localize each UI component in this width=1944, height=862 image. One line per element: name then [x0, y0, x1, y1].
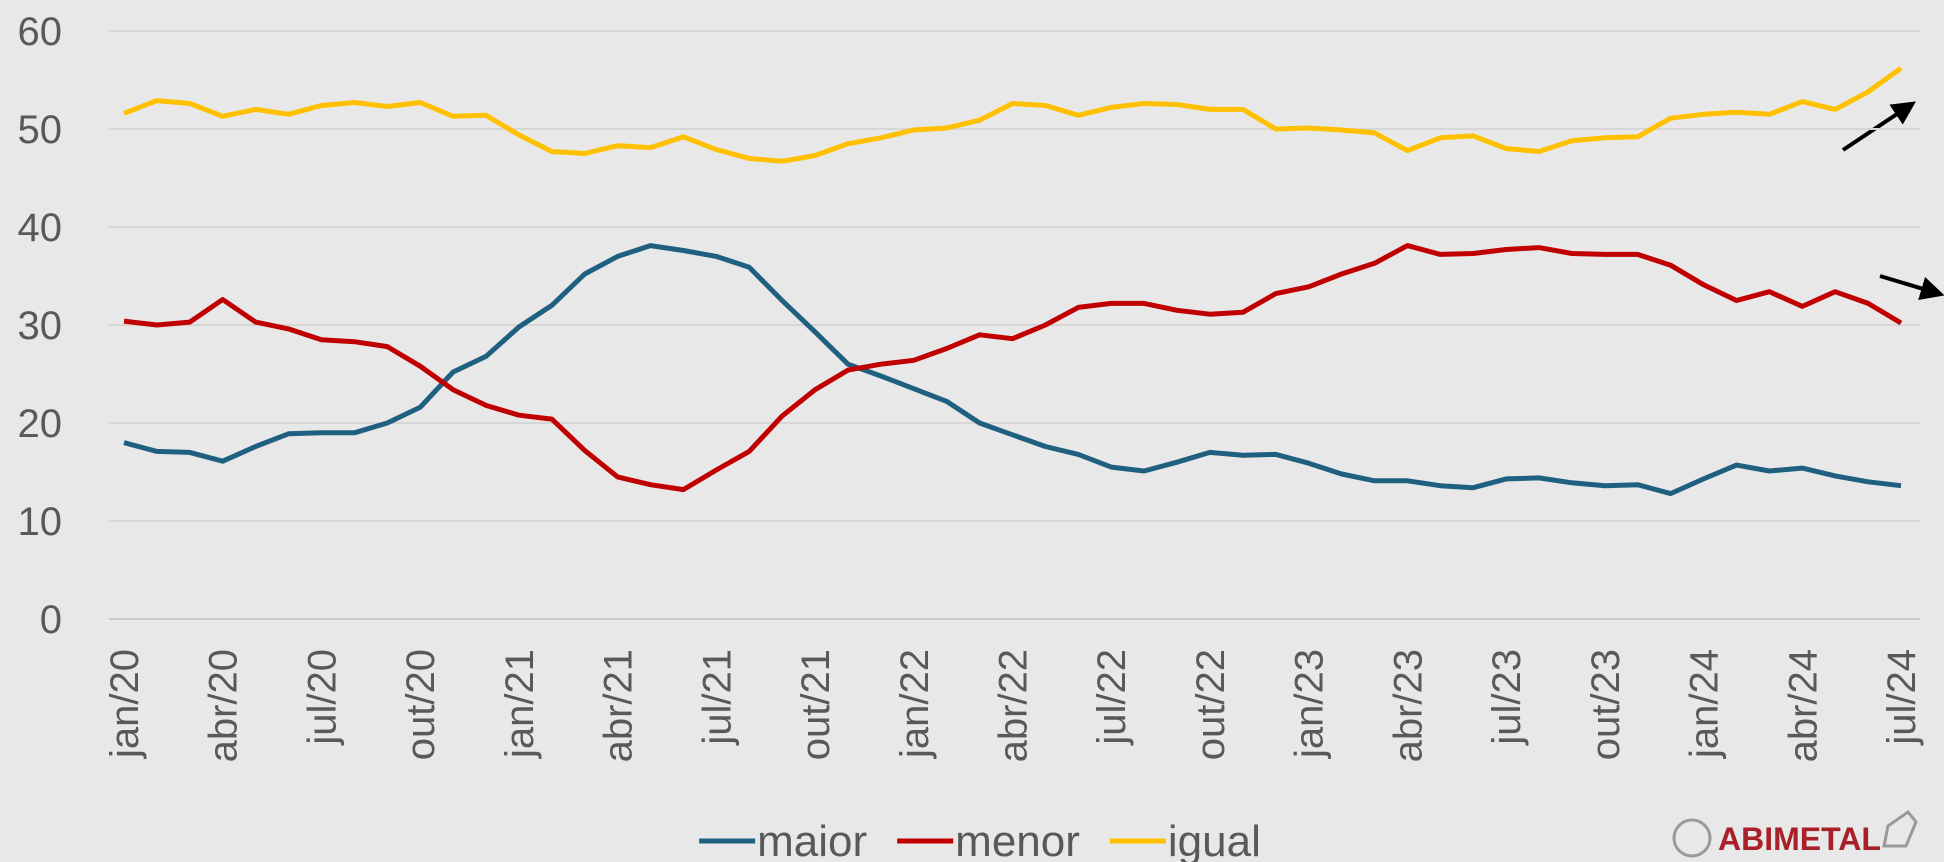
x-tick-label: abr/24 — [1781, 649, 1825, 762]
x-tick-label: jan/23 — [1288, 649, 1332, 759]
x-tick-label: abr/20 — [202, 649, 246, 762]
logo-icon — [1882, 809, 1918, 848]
y-tick-label: 0 — [40, 598, 62, 642]
x-tick-label: jul/23 — [1485, 649, 1529, 746]
y-tick-label: 50 — [18, 108, 63, 152]
series-line — [123, 243, 1902, 497]
arrow-up — [1841, 101, 1916, 152]
x-tick-label: out/23 — [1584, 649, 1628, 760]
arrow-down — [1879, 274, 1944, 300]
x-tick-label: abr/22 — [992, 649, 1036, 762]
y-tick-label: 60 — [18, 10, 63, 54]
x-tick-label: out/22 — [1189, 649, 1233, 760]
series-line — [123, 66, 1903, 164]
x-tick-label: jan/20 — [103, 649, 147, 759]
x-tick-label: abr/21 — [597, 649, 641, 762]
x-tick-label: jul/21 — [695, 649, 739, 746]
x-tick-label: jul/20 — [300, 649, 344, 746]
x-tick-label: out/21 — [794, 649, 838, 760]
x-tick-label: jan/21 — [498, 649, 542, 759]
legend: maior menor igual — [699, 817, 1261, 862]
brand: ABIMETAL — [1718, 821, 1881, 857]
x-tick-label: jan/24 — [1683, 649, 1727, 759]
x-tick-label: jul/22 — [1090, 649, 1134, 746]
y-tick-label: 20 — [18, 402, 63, 446]
x-tick-label: abr/23 — [1386, 649, 1430, 762]
legend-label: igual — [1168, 817, 1261, 862]
y-tick-label: 30 — [18, 304, 63, 348]
y-tick-label: 40 — [18, 206, 63, 250]
x-tick-label: jan/22 — [893, 649, 937, 759]
legend-label: maior — [757, 817, 867, 862]
x-tick-label: jul/24 — [1880, 649, 1924, 746]
logo: ABIMETAL — [1672, 809, 1918, 858]
y-tick-label: 10 — [18, 500, 63, 544]
series-line — [123, 243, 1903, 493]
legend-label: menor — [955, 817, 1080, 862]
x-tick-label: out/20 — [399, 649, 443, 760]
logo-icon — [1672, 818, 1712, 858]
